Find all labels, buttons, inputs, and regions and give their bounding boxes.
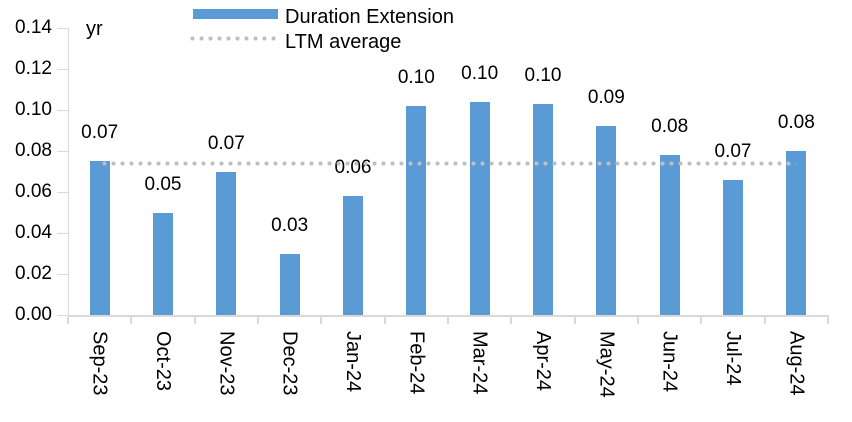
bar-mar-24 <box>469 101 490 315</box>
x-axis-tick <box>510 317 513 324</box>
x-axis-tick <box>320 317 323 324</box>
x-axis-tick <box>573 317 576 324</box>
ltm-average-line <box>99 160 797 166</box>
x-axis-tick <box>763 317 766 324</box>
x-axis-tick <box>447 317 449 324</box>
x-axis-tick <box>637 317 639 324</box>
bar-value-label: 0.03 <box>271 214 309 236</box>
x-axis-label: Nov-23 <box>215 331 238 396</box>
x-axis-line <box>68 315 829 317</box>
x-axis-label: Apr-24 <box>532 331 554 392</box>
bar-may-24 <box>596 126 617 315</box>
y-axis-tick-label: 0.14 <box>15 17 52 38</box>
bar-value-label: 0.05 <box>144 173 182 195</box>
bar-value-label: 0.10 <box>524 64 562 86</box>
y-axis-tick-label: 0.06 <box>15 181 52 202</box>
x-axis-tick <box>700 317 703 324</box>
x-axis-label: Jul-24 <box>722 331 744 386</box>
x-axis-tick <box>827 317 829 324</box>
y-axis-tick-label: 0.04 <box>15 222 52 243</box>
y-axis-tick <box>57 110 68 111</box>
y-axis-tick <box>57 69 68 70</box>
bar-value-label: 0.10 <box>397 66 435 88</box>
bar-feb-24 <box>406 105 427 315</box>
legend-bar-swatch-icon <box>193 9 278 19</box>
y-axis-tick <box>57 233 68 234</box>
legend-dotted-line-swatch-icon <box>188 36 277 41</box>
y-axis-tick <box>57 315 68 316</box>
bar-jan-24 <box>343 196 363 315</box>
bar-value-label: 0.08 <box>777 112 815 133</box>
bar-value-label: 0.07 <box>714 140 752 162</box>
x-axis-tick <box>67 317 69 324</box>
x-axis-label: Jan-24 <box>342 331 364 393</box>
bar-aug-24 <box>786 151 807 315</box>
y-axis-tick-label: 0.08 <box>15 140 52 161</box>
bar-dec-23 <box>279 253 300 315</box>
bar-value-label: 0.08 <box>651 116 689 138</box>
bar-jun-24 <box>659 155 680 315</box>
y-axis-tick-label: 0.02 <box>15 263 52 284</box>
y-axis-unit-label: yr <box>86 18 103 40</box>
x-axis-label: Jun-24 <box>658 331 681 393</box>
x-axis-label: Aug-24 <box>785 331 808 396</box>
bar-oct-23 <box>153 212 173 315</box>
x-axis-label: Feb-24 <box>405 331 428 395</box>
legend-label-ltm-average: LTM average <box>285 31 402 53</box>
bar-sep-23 <box>89 161 110 315</box>
y-axis-line <box>68 28 69 315</box>
x-axis-tick <box>383 317 386 324</box>
y-axis-tick-label: 0.12 <box>15 58 52 79</box>
bar-value-label: 0.09 <box>587 87 625 109</box>
bar-value-label: 0.07 <box>207 132 245 154</box>
y-axis-tick <box>57 274 68 275</box>
bar-apr-24 <box>533 103 553 315</box>
x-axis-tick <box>130 317 133 324</box>
x-axis-label: May-24 <box>595 331 618 398</box>
legend-label-duration-extension: Duration Extension <box>285 6 454 28</box>
bar-nov-23 <box>216 171 237 315</box>
y-axis-tick <box>57 151 68 152</box>
x-axis-label: Dec-23 <box>278 331 301 396</box>
x-axis-tick <box>257 317 259 324</box>
bar-value-label: 0.10 <box>461 62 499 84</box>
x-axis-label: Sep-23 <box>88 331 111 396</box>
y-axis-tick-label: 0.10 <box>15 99 52 120</box>
y-axis-tick-label: 0.00 <box>15 304 52 325</box>
bar-jul-24 <box>723 179 743 315</box>
bar-value-label: 0.07 <box>81 122 119 144</box>
x-axis-tick <box>193 317 196 324</box>
y-axis-tick <box>57 192 68 193</box>
legend: Duration Extension LTM average <box>0 0 852 58</box>
x-axis-label: Oct-23 <box>152 331 174 392</box>
x-axis-label: Mar-24 <box>468 331 491 395</box>
y-axis-tick <box>57 28 68 29</box>
